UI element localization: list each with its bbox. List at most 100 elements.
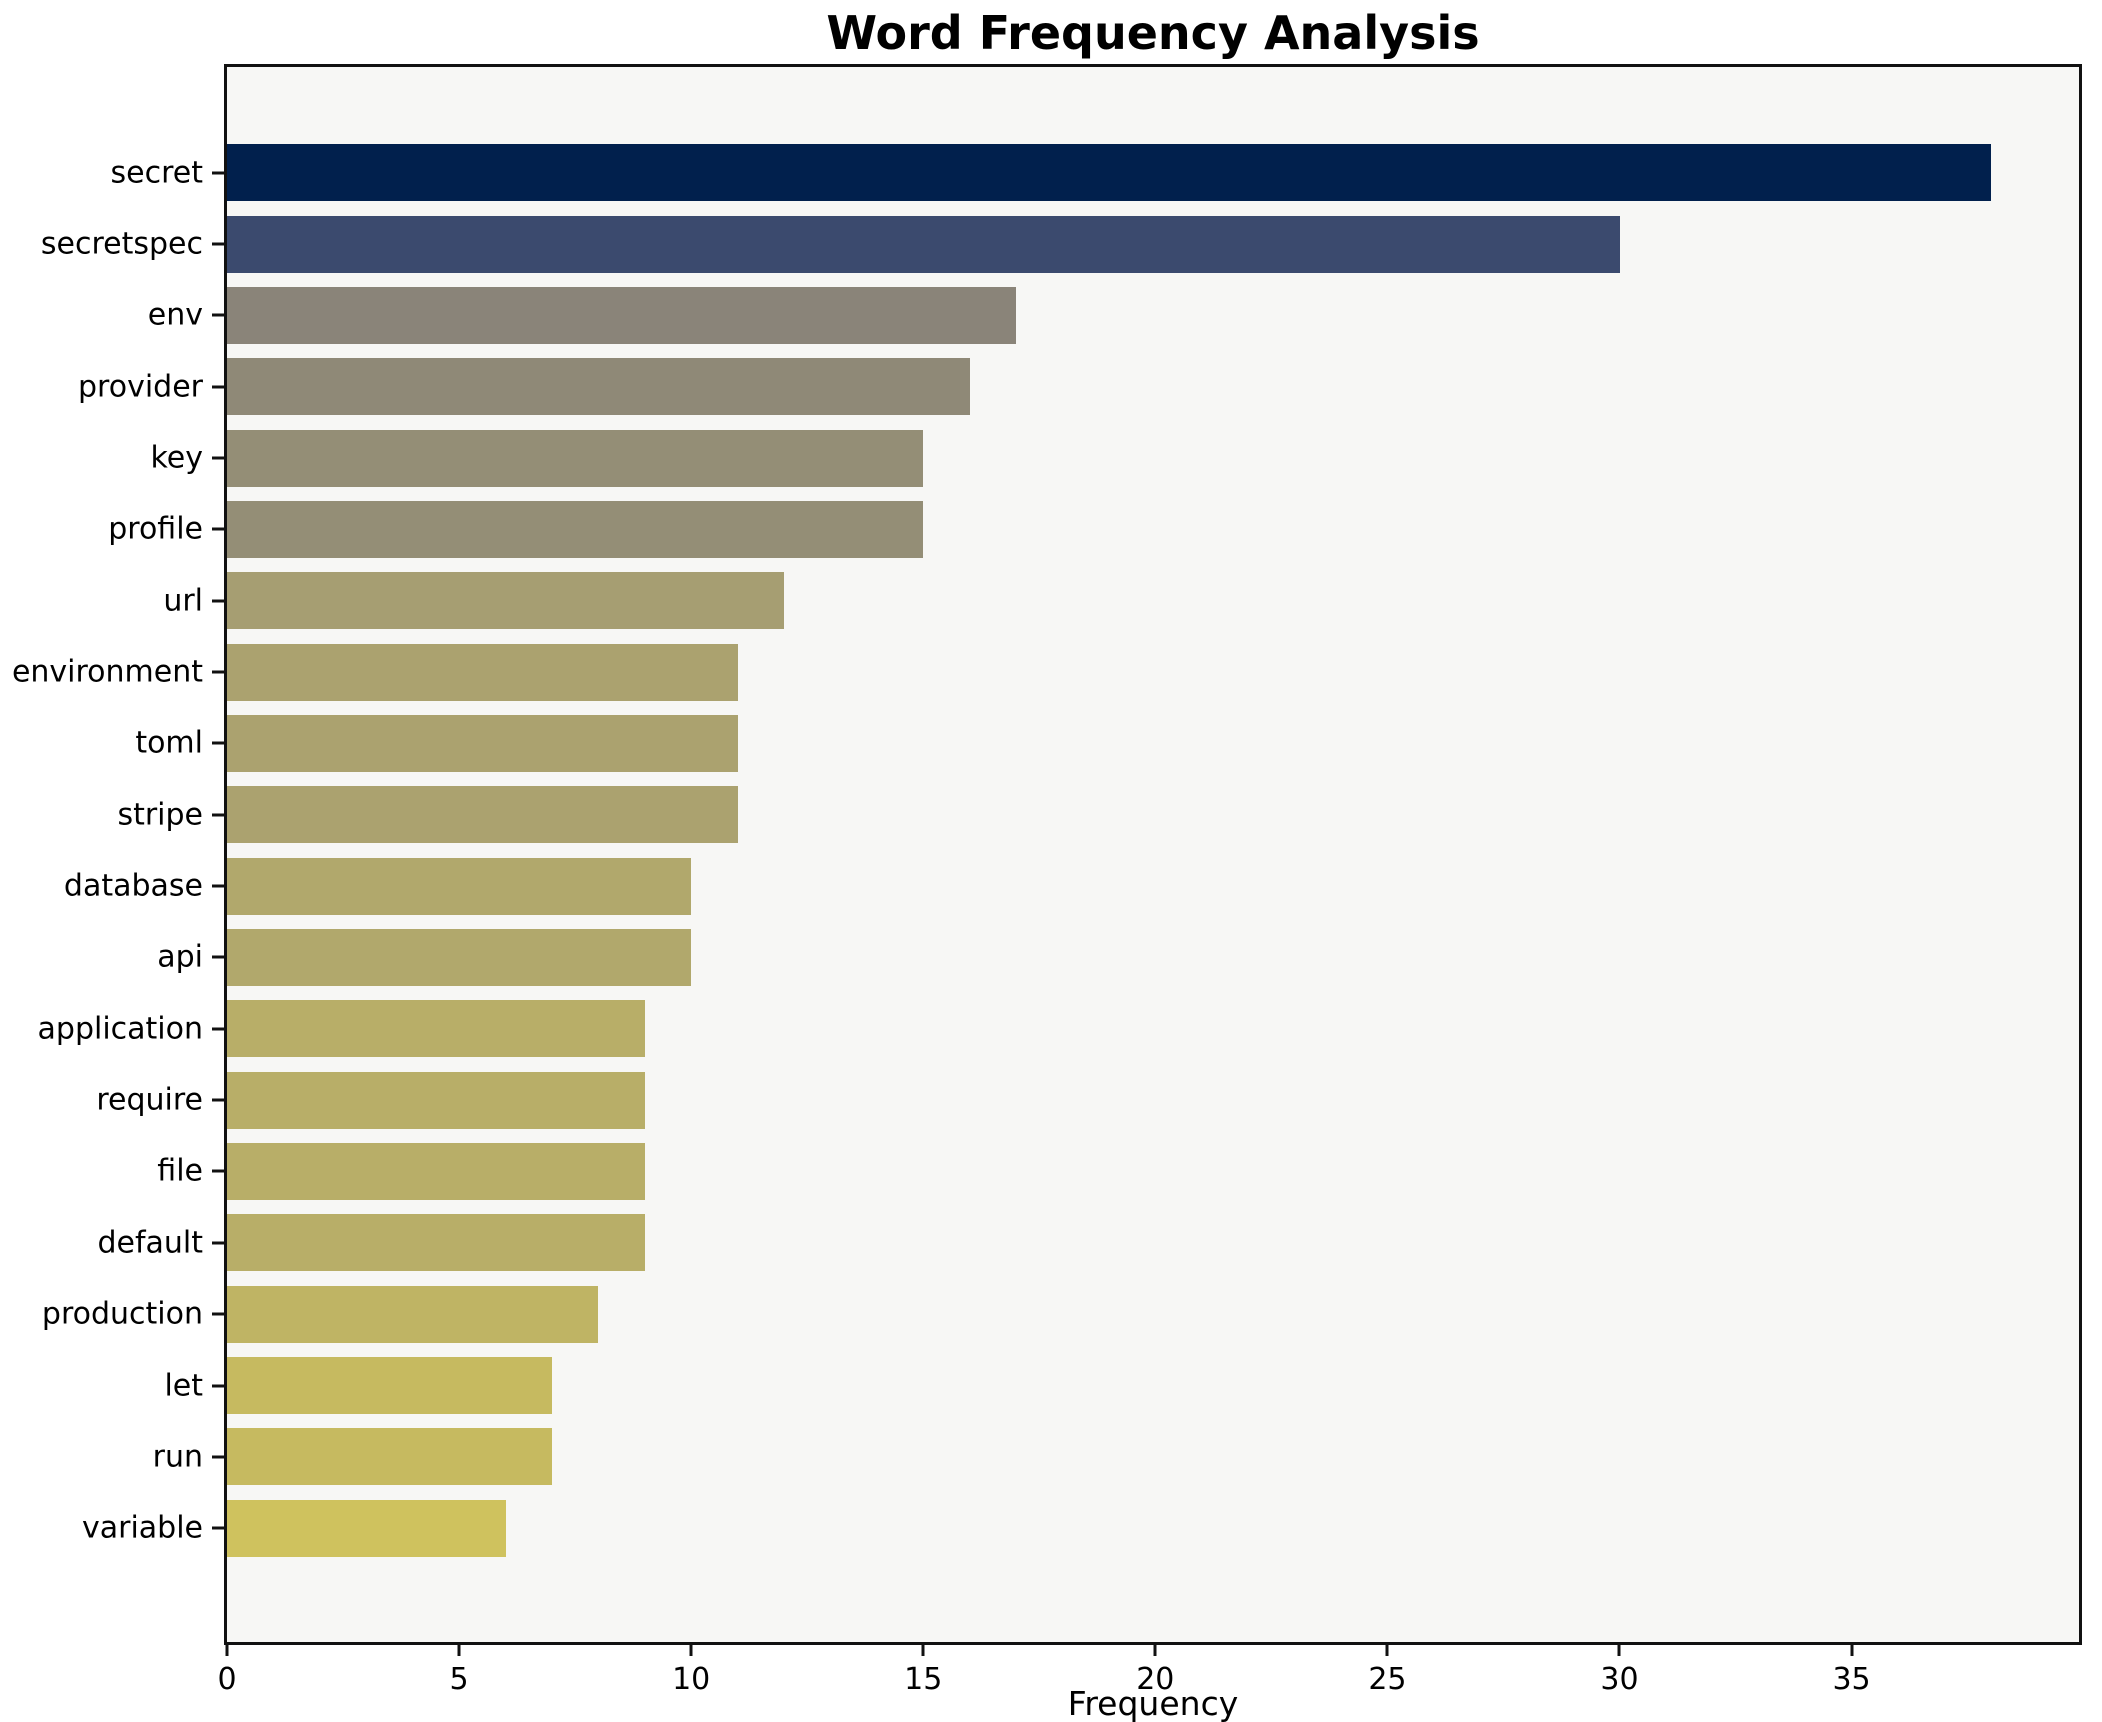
y-tick-mark bbox=[212, 385, 227, 389]
bar-row: application bbox=[38, 993, 2079, 1064]
y-tick-label: url bbox=[163, 583, 203, 619]
x-tick-label: 20 bbox=[1136, 1662, 1175, 1697]
x-tick-label: 25 bbox=[1368, 1662, 1407, 1697]
bar-row: api bbox=[157, 922, 2079, 993]
y-tick-label: toml bbox=[135, 725, 203, 761]
bar-require bbox=[227, 1071, 645, 1129]
bar-row: secret bbox=[111, 137, 2079, 208]
y-tick-mark bbox=[212, 1384, 227, 1388]
x-tick-mark bbox=[921, 1642, 925, 1656]
y-tick-label: variable bbox=[81, 1510, 203, 1546]
bar-database bbox=[227, 857, 692, 915]
bar-stripe bbox=[227, 786, 738, 844]
y-tick-label: secret bbox=[110, 155, 203, 191]
x-tick-mark bbox=[1617, 1642, 1621, 1656]
y-tick-label: let bbox=[164, 1368, 203, 1404]
bar-row: database bbox=[64, 850, 2079, 921]
y-tick-mark bbox=[212, 813, 227, 817]
y-tick-label: secretspec bbox=[40, 226, 203, 262]
y-tick-label: require bbox=[96, 1082, 203, 1118]
y-tick-mark bbox=[212, 1098, 227, 1102]
x-tick-mark bbox=[225, 1642, 229, 1656]
y-tick-label: production bbox=[41, 1296, 203, 1332]
y-tick-mark bbox=[212, 1169, 227, 1173]
bar-variable bbox=[227, 1499, 506, 1557]
y-tick-mark bbox=[212, 242, 227, 246]
bar-url bbox=[227, 572, 785, 630]
plot-area: secret secretspec env provider key profile url… bbox=[12, 64, 2082, 1697]
bar-row: environment bbox=[12, 636, 2079, 707]
y-tick-label: profile bbox=[108, 511, 203, 547]
bar-provider bbox=[227, 358, 970, 416]
bar-row: url bbox=[163, 565, 2079, 636]
bar-row: key bbox=[150, 422, 2079, 493]
y-tick-label: default bbox=[97, 1225, 203, 1261]
x-tick-mark bbox=[689, 1642, 693, 1656]
bar-row: provider bbox=[78, 351, 2079, 422]
y-tick-mark bbox=[212, 1312, 227, 1316]
bar-row: env bbox=[148, 280, 2079, 351]
x-tick-label: 10 bbox=[672, 1662, 711, 1697]
bar-row: secretspec bbox=[41, 208, 2079, 279]
bar-row: file bbox=[157, 1136, 2079, 1207]
y-tick-mark bbox=[212, 456, 227, 460]
bar-file bbox=[227, 1142, 645, 1200]
y-tick-mark bbox=[212, 1241, 227, 1245]
bar-row: profile bbox=[108, 494, 2079, 565]
bar-secretspec bbox=[227, 215, 1620, 273]
y-tick-mark bbox=[212, 1455, 227, 1459]
bar-environment bbox=[227, 643, 738, 701]
bar-row: variable bbox=[82, 1493, 2079, 1564]
x-tick-label: 15 bbox=[904, 1662, 943, 1697]
chart-title: Word Frequency Analysis bbox=[826, 6, 1480, 60]
y-tick-label: env bbox=[147, 297, 203, 333]
bar-row: let bbox=[164, 1350, 2079, 1421]
x-tick-mark bbox=[457, 1642, 461, 1656]
y-tick-mark bbox=[212, 741, 227, 745]
y-tick-label: run bbox=[152, 1439, 203, 1475]
bar-row: stripe bbox=[117, 779, 2079, 850]
bar-default bbox=[227, 1214, 645, 1272]
x-tick-mark bbox=[1850, 1642, 1854, 1656]
bars-container: secret secretspec env provider key profile url… bbox=[12, 67, 2079, 1642]
y-tick-label: api bbox=[157, 939, 203, 975]
x-tick-label: 30 bbox=[1600, 1662, 1639, 1697]
y-tick-mark bbox=[212, 313, 227, 317]
bar-application bbox=[227, 1000, 645, 1058]
x-axis-label: Frequency bbox=[1067, 1684, 1239, 1722]
y-tick-label: environment bbox=[11, 654, 203, 690]
y-tick-label: database bbox=[63, 868, 203, 904]
y-tick-mark bbox=[212, 1526, 227, 1530]
y-tick-label: application bbox=[37, 1011, 203, 1047]
bar-row: require bbox=[96, 1064, 2079, 1135]
bar-env bbox=[227, 286, 1017, 344]
bar-toml bbox=[227, 714, 738, 772]
x-tick-label: 0 bbox=[217, 1662, 237, 1697]
y-tick-mark bbox=[212, 955, 227, 959]
y-tick-mark bbox=[212, 670, 227, 674]
bar-let bbox=[227, 1357, 552, 1415]
y-tick-mark bbox=[212, 1027, 227, 1031]
y-tick-mark bbox=[212, 884, 227, 888]
y-tick-label: stripe bbox=[117, 797, 203, 833]
x-tick-label: 5 bbox=[449, 1662, 469, 1697]
bar-key bbox=[227, 429, 924, 487]
bar-api bbox=[227, 928, 692, 986]
y-tick-label: key bbox=[150, 440, 203, 476]
y-tick-mark bbox=[212, 527, 227, 531]
y-tick-label: provider bbox=[78, 369, 203, 405]
y-tick-mark bbox=[212, 599, 227, 603]
bar-run bbox=[227, 1428, 552, 1486]
bar-row: default bbox=[97, 1207, 2079, 1278]
bar-production bbox=[227, 1285, 599, 1343]
bar-row: toml bbox=[135, 708, 2079, 779]
bar-profile bbox=[227, 500, 924, 558]
x-tick-label: 35 bbox=[1832, 1662, 1871, 1697]
bar-row: production bbox=[42, 1279, 2079, 1350]
bar-secret bbox=[227, 144, 1991, 202]
y-tick-label: file bbox=[157, 1153, 203, 1189]
bar-row: run bbox=[153, 1421, 2079, 1492]
x-tick-mark bbox=[1153, 1642, 1157, 1656]
y-tick-mark bbox=[212, 171, 227, 175]
x-tick-mark bbox=[1385, 1642, 1389, 1656]
